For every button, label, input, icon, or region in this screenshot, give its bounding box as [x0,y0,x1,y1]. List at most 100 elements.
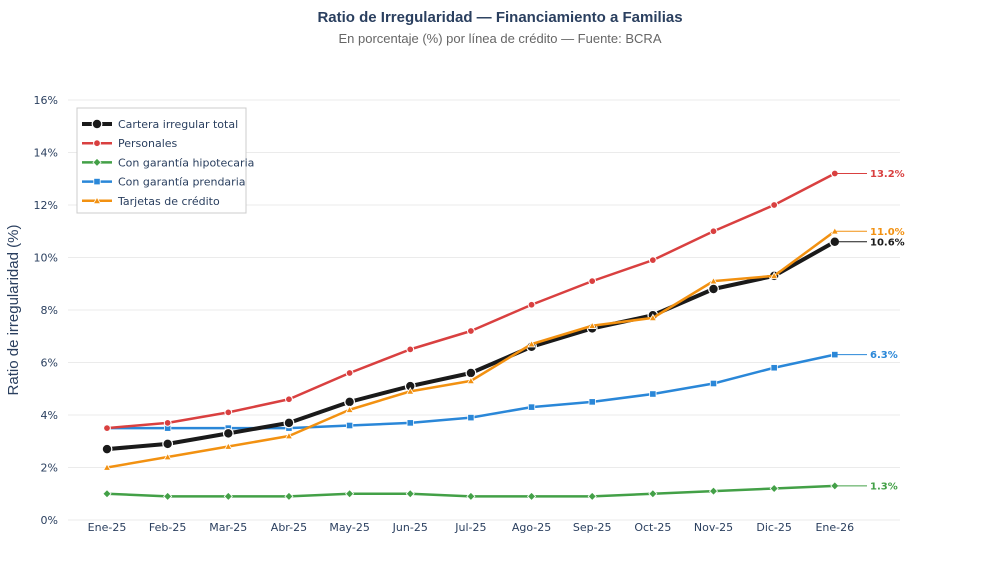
data-point [345,369,354,377]
data-point [467,327,475,335]
data-point [93,177,101,186]
y-tick-label: 2% [41,462,58,475]
y-tick-label: 14% [34,147,58,160]
data-point [344,396,356,408]
axes: 0% 2% 4% 6% 8% 10% 12% 14% 16% Ene-25 Feb-25 Mar-25… [5,94,854,534]
legend-label: Con garantía prendaria [118,176,246,189]
data-point [284,491,294,501]
end-label: 10.6% [870,237,905,248]
legend: Cartera irregular total Personales Con gar… [76,107,254,214]
x-tick-label: Abr-25 [271,521,307,534]
data-point [224,408,233,417]
data-point [588,398,596,406]
x-tick-label: Feb-25 [149,521,186,534]
data-point [709,276,718,285]
data-point [709,379,718,388]
data-point [588,321,597,329]
x-tick-label: Mar-25 [209,521,247,534]
series-3 [103,351,839,432]
y-tick-label: 10% [34,252,58,265]
data-point [527,339,536,348]
data-point [527,300,536,309]
data-point [770,201,779,209]
x-tick-label: May-25 [329,521,370,534]
y-tick-label: 16% [34,94,58,107]
data-point [708,486,719,496]
series-2 [102,481,840,501]
end-label: 11.0% [870,227,905,238]
series-1 [103,169,839,433]
y-tick-label: 0% [41,514,58,527]
data-point [587,491,597,501]
legend-label: Personales [118,137,178,150]
data-point [103,424,111,433]
x-tick-label: Nov-25 [694,521,733,534]
data-point [708,283,719,295]
data-point [102,489,112,499]
data-point [406,419,414,427]
data-point [648,489,658,499]
data-point [345,421,354,430]
x-tick-label: Jun-25 [392,521,428,534]
data-point [223,491,233,501]
end-label: 6.3% [870,350,898,361]
data-point [162,438,174,450]
data-point [284,431,294,440]
end-labels: 10.6% 13.2% 1.3% 6.3% 11.0% [834,169,905,492]
series-lines [101,169,841,501]
end-label: 13.2% [870,169,905,180]
y-tick-label: 6% [41,357,58,370]
data-point [526,491,537,501]
chart-title: Ratio de Irregularidad — Financiamiento … [317,9,683,26]
data-point [224,442,233,450]
data-point [102,463,112,471]
data-point [466,376,476,385]
data-point [466,491,476,501]
data-point [467,414,475,422]
series-line [106,230,836,469]
data-point [345,489,355,499]
data-point [91,118,103,130]
data-point [649,390,657,398]
data-point [163,418,172,427]
data-point [709,227,718,236]
x-tick-label: Oct-25 [634,521,671,534]
data-point [588,277,597,286]
data-point [406,387,415,395]
data-point [406,345,415,354]
x-tick-label: Dic-25 [756,521,792,534]
data-point [92,196,102,205]
data-point [92,157,102,167]
chart-subtitle: En porcentaje (%) por línea de crédito —… [338,31,662,46]
data-point [405,489,415,499]
x-tick-label: Ago-25 [512,521,551,534]
y-tick-label: 12% [34,199,58,212]
data-point [93,139,101,148]
y-tick-label: 4% [41,409,58,422]
data-point [163,491,173,501]
data-point [769,271,779,280]
x-tick-label: Ene-25 [88,521,127,534]
data-point [770,364,778,372]
x-tick-label: Sep-25 [573,521,612,534]
series-4 [102,226,839,471]
data-point [769,483,779,494]
y-axis-title: Ratio de irregularidad (%) [5,225,22,396]
x-tick-label: Jul-25 [454,521,486,534]
data-point [648,256,657,265]
x-tick-label: Ene-26 [815,521,854,534]
legend-label: Con garantía hipotecaria [118,156,254,169]
series-0 [101,236,841,455]
legend-label: Cartera irregular total [118,118,238,131]
data-point [222,427,234,439]
data-point [163,452,172,461]
data-point [101,443,113,455]
data-point [345,405,354,413]
legend-label: Tarjetas de crédito [117,195,220,208]
y-tick-label: 8% [41,304,58,317]
data-point [648,313,658,322]
data-point [527,403,536,411]
data-point [465,367,477,379]
